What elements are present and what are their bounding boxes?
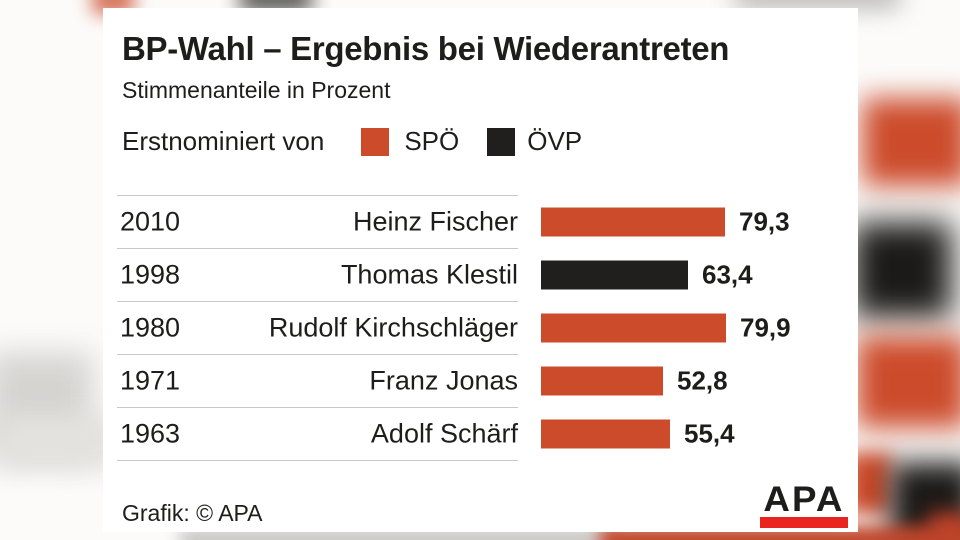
row-separator-line xyxy=(117,195,518,196)
row-result-bar xyxy=(541,260,688,289)
backdrop-blob-left-gray-2 xyxy=(0,415,120,470)
row-result-value: 63,4 xyxy=(702,259,753,289)
backdrop-blob-right-red-2 xyxy=(856,336,960,428)
row-year: 1971 xyxy=(120,365,181,395)
legend-item-ovp: ÖVP xyxy=(527,126,583,156)
backdrop-blob-top-gray xyxy=(735,0,900,9)
chart-subtitle: Stimmenanteile in Prozent xyxy=(122,77,391,103)
row-year: 1998 xyxy=(120,259,181,289)
chart-title: BP-Wahl – Ergebnis bei Wiederantreten xyxy=(122,30,730,67)
row-candidate-name: Franz Jonas xyxy=(369,365,518,395)
row-year: 1963 xyxy=(120,418,181,448)
row-result-bar xyxy=(541,366,663,395)
row-candidate-name: Rudolf Kirchschläger xyxy=(268,312,518,342)
backdrop-blob-right-black xyxy=(852,222,952,318)
row-candidate-name: Thomas Klestil xyxy=(340,259,518,289)
row-result-bar xyxy=(541,207,725,236)
row-result-value: 79,9 xyxy=(740,312,791,342)
row-result-value: 52,8 xyxy=(677,365,728,395)
legend-swatch-ovp xyxy=(487,127,516,156)
row-candidate-name: Adolf Schärf xyxy=(370,418,518,448)
apa-logo-red-bar xyxy=(760,517,848,529)
row-result-bar xyxy=(541,419,670,448)
legend: Erstnominiert von SPÖ ÖVP xyxy=(122,126,582,157)
legend-swatch-spo xyxy=(361,127,390,156)
row-year: 2010 xyxy=(120,206,181,236)
apa-logo: APA xyxy=(760,480,848,529)
row-separator-line xyxy=(117,354,518,355)
row-separator-line xyxy=(117,301,518,302)
chart-card: BP-Wahl – Ergebnis bei Wiederantreten St… xyxy=(103,8,858,532)
row-year: 1980 xyxy=(120,312,181,342)
table-row: 1998 Thomas Klestil 63,4 xyxy=(103,248,858,301)
row-result-value: 79,3 xyxy=(739,206,790,236)
row-separator-line xyxy=(117,407,518,408)
apa-logo-text: APA xyxy=(763,480,845,519)
bar-chart: 2010 Heinz Fischer 79,3 1998 Thomas Kles… xyxy=(103,195,858,460)
legend-title: Erstnominiert von xyxy=(122,126,325,156)
table-row: 2010 Heinz Fischer 79,3 xyxy=(103,195,858,248)
row-separator-line xyxy=(117,248,518,249)
table-row: 1980 Rudolf Kirchschläger 79,9 xyxy=(103,301,858,354)
table-row: 1963 Adolf Schärf 55,4 xyxy=(103,407,858,460)
credit-text: Grafik: © APA xyxy=(122,500,263,526)
row-result-value: 55,4 xyxy=(684,418,735,448)
table-bottom-rule xyxy=(117,460,518,461)
backdrop-blob-right-red-1 xyxy=(862,98,960,186)
table-row: 1971 Franz Jonas 52,8 xyxy=(103,354,858,407)
row-candidate-name: Heinz Fischer xyxy=(352,206,518,236)
legend-item-spo: SPÖ xyxy=(404,126,460,156)
row-result-bar xyxy=(541,313,726,342)
